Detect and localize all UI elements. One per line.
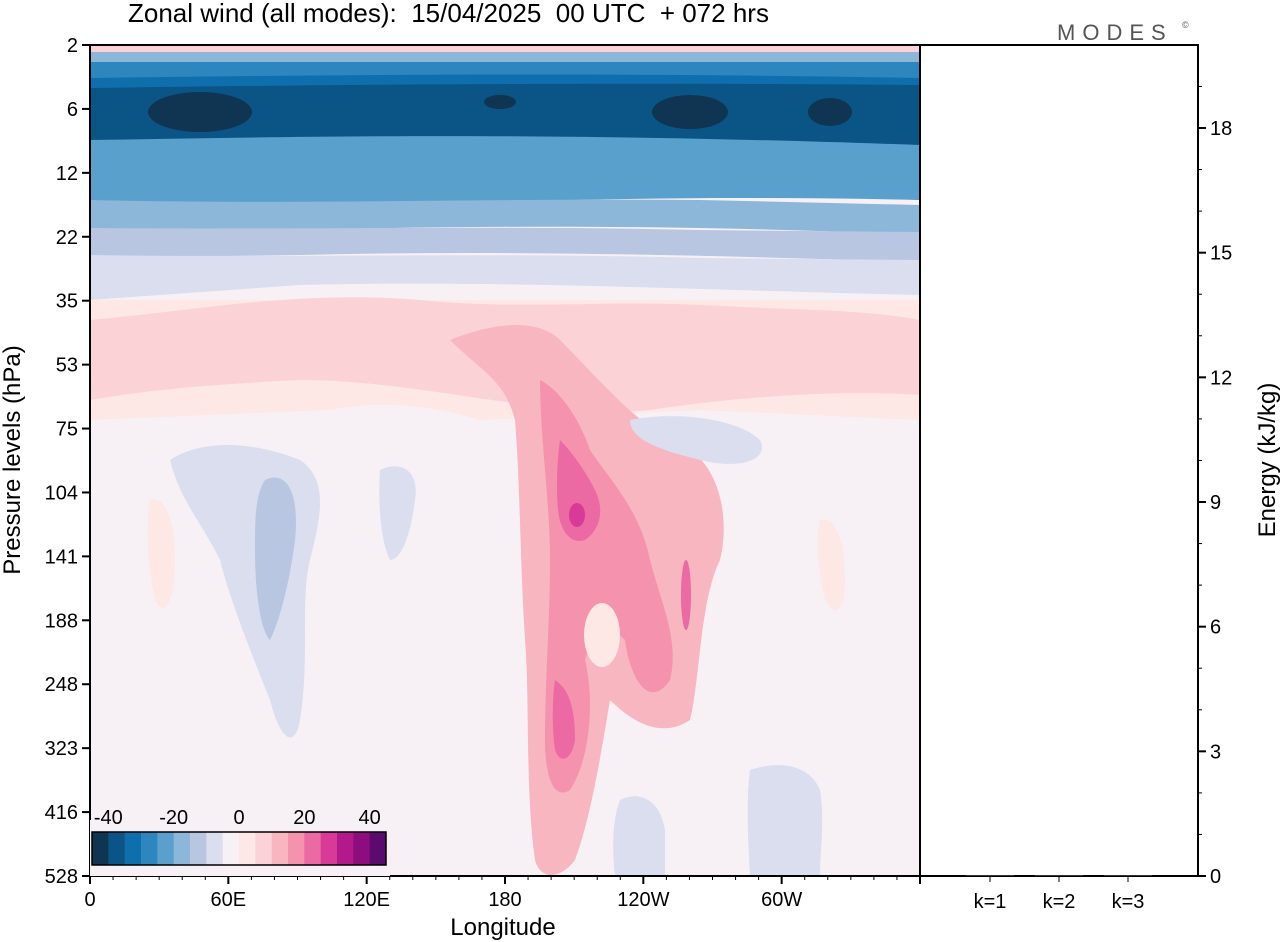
colorbar-swatch	[255, 832, 273, 865]
field-neg-5	[630, 416, 762, 464]
colorbar-swatch	[353, 832, 371, 865]
colorbar-swatch	[141, 832, 158, 865]
field-pos-2	[817, 519, 845, 611]
field-core-1	[148, 92, 252, 132]
y-tick-label: 141	[45, 546, 78, 568]
y-axis-title: Pressure levels (hPa)	[0, 345, 26, 574]
x-tick-label: 0	[84, 889, 95, 911]
x-axis-title: Longitude	[450, 914, 555, 941]
colorbar-swatch	[369, 832, 387, 865]
y-axis-ticks: 2 6 12 22 35 53 75 104 141 188 248 323 416 528	[45, 35, 90, 888]
colorbar-swatch	[92, 832, 109, 865]
y-tick-label: 6	[67, 99, 78, 121]
energy-tick-label: 18	[1210, 118, 1232, 140]
colorbar-frame	[91, 831, 387, 866]
field-jet-inner	[556, 440, 601, 541]
energy-axis-ticks: 0 3 6 9 12 15 18	[1198, 85, 1232, 888]
y-tick-label: 528	[45, 866, 78, 888]
x-tick-label: 180	[488, 889, 521, 911]
field-jet-gap	[584, 603, 620, 667]
colorbar-swatch	[288, 832, 305, 865]
field-jet-side-core	[681, 560, 691, 630]
field-neg-1-core	[255, 477, 296, 640]
energy-tick-label: 12	[1210, 367, 1232, 389]
y-tick-label: 104	[45, 482, 78, 504]
field-core-3	[484, 95, 516, 109]
energy-tick-label: 0	[1210, 866, 1221, 888]
energy-bar	[1035, 875, 1083, 876]
energy-axis-title: Energy (kJ/kg)	[1254, 383, 1280, 538]
colorbar-label: 20	[293, 807, 315, 829]
energy-category-label: k=1	[974, 891, 1007, 913]
colorbar-swatch	[337, 832, 354, 865]
energy-bar	[1104, 875, 1152, 876]
colorbar-swatch	[124, 832, 142, 865]
field-neg-2	[379, 466, 416, 560]
energy-tick-label: 15	[1210, 243, 1232, 265]
colorbar-swatch	[108, 832, 126, 865]
colorbar-label: -40	[94, 807, 123, 829]
colorbar-swatch	[157, 832, 175, 865]
y-tick-label: 35	[56, 291, 78, 313]
energy-category-label: k=2	[1043, 891, 1076, 913]
y-tick-label: 75	[56, 419, 78, 441]
energy-bars: k=1 k=2 k=3	[966, 875, 1152, 913]
colorbar-swatch	[173, 832, 191, 865]
field-neg-3	[613, 796, 665, 876]
chart-title: Zonal wind (all modes): 15/04/2025 00 UT…	[128, 0, 769, 28]
colorbar-swatch	[206, 832, 224, 865]
brand-copyright-mark: ©	[1182, 20, 1189, 30]
colorbar-swatches	[91, 831, 387, 866]
field-band-h	[90, 255, 920, 300]
colorbar-swatch	[304, 832, 322, 865]
x-axis-ticks: 0 60E 120E 180 120W 60W	[84, 876, 921, 911]
field-pos-1	[147, 499, 175, 608]
brand-logo: MODES	[1057, 20, 1173, 45]
colorbar: -40 -20 0 20 40	[90, 807, 390, 876]
y-tick-label: 416	[45, 802, 78, 824]
colorbar-swatch	[239, 832, 256, 865]
colorbar-swatch	[320, 832, 338, 865]
y-tick-label: 188	[45, 610, 78, 632]
heatmap-field	[90, 45, 920, 876]
x-tick-label: 120E	[343, 889, 390, 911]
field-band-f	[90, 199, 920, 235]
energy-panel-frame	[919, 44, 1199, 877]
x-tick-label: 120W	[617, 889, 669, 911]
field-band-g	[90, 227, 920, 262]
field-band-e	[90, 136, 920, 211]
energy-bar	[966, 875, 1014, 876]
colorbar-label: -20	[159, 807, 188, 829]
y-tick-label: 2	[67, 35, 78, 57]
field-core-2	[652, 95, 728, 129]
field-neg-4	[747, 765, 823, 876]
y-tick-label: 53	[56, 355, 78, 377]
field-core-4	[808, 98, 852, 126]
x-tick-label: 60W	[761, 889, 802, 911]
y-tick-label: 22	[56, 227, 78, 249]
energy-tick-label: 3	[1210, 741, 1221, 763]
colorbar-label: 40	[359, 807, 381, 829]
y-tick-label: 323	[45, 738, 78, 760]
field-top-band	[90, 45, 920, 55]
colorbar-swatch	[271, 832, 289, 865]
field-jet-lower-core	[552, 680, 575, 759]
energy-category-label: k=3	[1112, 891, 1145, 913]
field-jet-core	[569, 503, 585, 527]
y-tick-label: 248	[45, 674, 78, 696]
colorbar-label: 0	[233, 807, 244, 829]
energy-tick-label: 6	[1210, 617, 1221, 639]
x-tick-label: 60E	[211, 889, 247, 911]
colorbar-swatch	[190, 832, 207, 865]
energy-tick-label: 9	[1210, 492, 1221, 514]
colorbar-swatch	[222, 832, 240, 865]
colorbar-labels: -40 -20 0 20 40	[94, 807, 381, 829]
y-tick-label: 12	[56, 163, 78, 185]
